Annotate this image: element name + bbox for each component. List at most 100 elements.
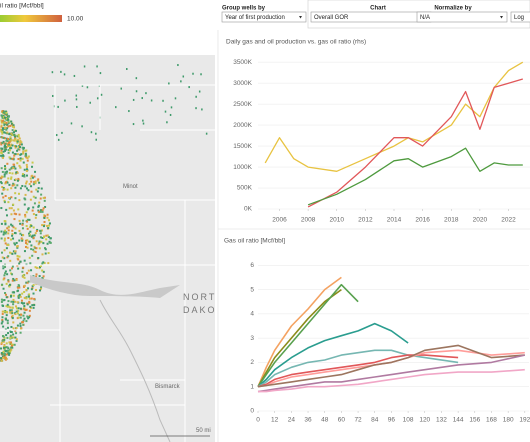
well xyxy=(192,72,194,75)
well xyxy=(45,234,48,237)
well xyxy=(6,346,9,349)
well xyxy=(14,313,17,316)
well xyxy=(6,326,9,329)
chart-dropdown[interactable]: Overall GOR xyxy=(310,11,432,23)
well xyxy=(34,216,37,219)
well xyxy=(44,252,47,255)
well xyxy=(21,174,24,177)
well xyxy=(4,146,7,149)
well xyxy=(22,219,25,222)
well xyxy=(0,341,3,344)
well xyxy=(5,310,8,313)
dropdown-arrow[interactable] xyxy=(299,16,302,19)
well xyxy=(182,75,185,78)
well xyxy=(1,312,4,315)
well xyxy=(20,153,23,156)
button-label[interactable]: Log xyxy=(514,15,524,21)
well xyxy=(24,297,27,300)
well xyxy=(12,226,15,229)
dropdown-value[interactable]: Overall GOR xyxy=(314,15,349,21)
well xyxy=(42,270,45,273)
well xyxy=(86,86,89,89)
well xyxy=(9,309,12,312)
well xyxy=(3,274,6,277)
well xyxy=(81,84,84,87)
well xyxy=(28,183,31,186)
well xyxy=(6,162,9,165)
y-tick-label: 2500K xyxy=(233,101,252,108)
dropdown-arrow[interactable] xyxy=(500,16,503,19)
well xyxy=(8,168,11,171)
well xyxy=(169,113,172,116)
well xyxy=(34,250,37,253)
well xyxy=(39,236,42,239)
well xyxy=(4,232,7,235)
well xyxy=(4,350,7,353)
well xyxy=(10,147,13,150)
well xyxy=(14,138,17,141)
well xyxy=(3,124,6,127)
well xyxy=(5,110,8,113)
well xyxy=(29,305,32,308)
well xyxy=(17,307,20,310)
well xyxy=(15,145,18,148)
dropdown-value[interactable]: N/A xyxy=(420,15,430,21)
log-button[interactable]: Log xyxy=(510,11,530,23)
well xyxy=(46,224,49,227)
well xyxy=(26,166,29,169)
well xyxy=(39,264,42,267)
well xyxy=(32,213,35,216)
well xyxy=(19,222,22,225)
well xyxy=(17,148,20,151)
well xyxy=(0,180,3,183)
group-dropdown[interactable]: Year of first production xyxy=(221,11,307,23)
series-line xyxy=(307,78,523,208)
button-box[interactable] xyxy=(510,11,530,23)
normalize-dropdown[interactable]: N/A xyxy=(416,11,508,23)
well xyxy=(27,207,30,210)
well xyxy=(4,137,7,140)
dropdown-value[interactable]: Year of first production xyxy=(225,15,285,21)
well xyxy=(6,131,9,134)
well xyxy=(3,131,6,134)
well xyxy=(9,124,12,127)
well xyxy=(10,187,13,190)
well xyxy=(5,305,8,308)
well xyxy=(9,140,12,143)
well xyxy=(11,144,14,147)
series-line xyxy=(257,354,459,388)
well xyxy=(11,229,14,232)
dropdown-box[interactable] xyxy=(416,11,508,23)
well xyxy=(2,136,5,139)
well xyxy=(40,193,43,196)
well xyxy=(41,224,44,227)
well xyxy=(44,247,47,250)
well xyxy=(142,119,144,122)
well xyxy=(29,262,32,265)
well xyxy=(6,243,9,246)
well xyxy=(46,216,49,219)
well xyxy=(7,279,10,282)
well xyxy=(6,143,9,146)
dropdown-box[interactable] xyxy=(221,11,307,23)
series-line xyxy=(257,283,359,388)
x-tick-label: 12 xyxy=(271,417,279,424)
well xyxy=(38,181,41,184)
well xyxy=(135,77,138,80)
well xyxy=(22,302,25,305)
well xyxy=(43,199,46,202)
well xyxy=(34,247,37,250)
well xyxy=(3,230,6,233)
well xyxy=(43,236,46,239)
well xyxy=(35,266,38,269)
well xyxy=(0,128,3,131)
x-tick-label: 156 xyxy=(469,417,480,424)
well xyxy=(4,318,7,321)
well xyxy=(195,95,197,98)
well xyxy=(28,309,31,312)
well xyxy=(11,316,14,319)
well xyxy=(25,155,28,158)
well xyxy=(13,154,16,157)
well xyxy=(188,86,190,89)
well xyxy=(3,148,6,151)
